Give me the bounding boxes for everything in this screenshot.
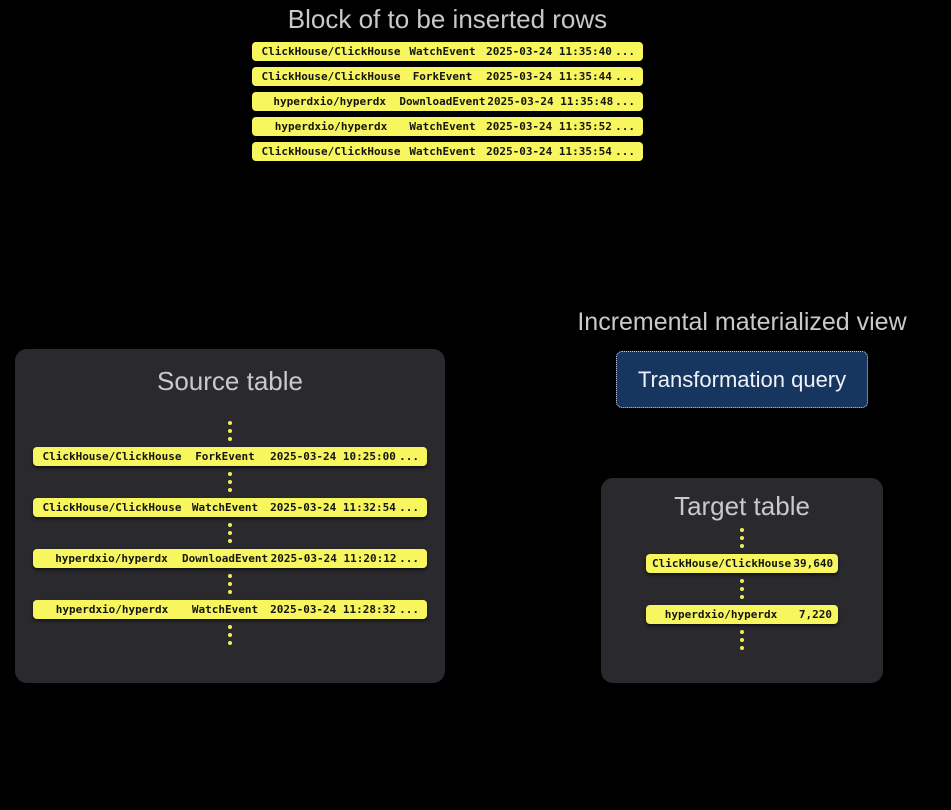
- ellipsis-cell: ...: [399, 603, 419, 616]
- ellipsis-cell: ...: [615, 120, 635, 133]
- source-table-title: Source table: [157, 366, 303, 396]
- count-cell: 39,640: [793, 557, 834, 570]
- event-row: ClickHouse/ClickHouse WatchEvent 2025-03…: [252, 142, 643, 161]
- timestamp-cell: 2025-03-24 11:35:40: [486, 45, 612, 58]
- repo-cell: ClickHouse/ClickHouse: [261, 45, 401, 58]
- ellipsis-dots: [228, 625, 232, 645]
- event-row: ClickHouse/ClickHouse WatchEvent 2025-03…: [33, 498, 427, 517]
- ellipsis-cell: ...: [615, 70, 635, 83]
- event-row: hyperdxio/hyperdx DownloadEvent 2025-03-…: [252, 92, 643, 111]
- target-table-panel: Target table ClickHouse/ClickHouse 39,64…: [601, 478, 883, 683]
- timestamp-cell: 2025-03-24 11:35:44: [486, 70, 612, 83]
- ellipsis-dots: [740, 528, 744, 548]
- repo-cell: hyperdxio/hyperdx: [664, 608, 778, 621]
- aggregate-row: ClickHouse/ClickHouse 39,640: [646, 554, 838, 573]
- source-table-panel: Source table ClickHouse/ClickHouse ForkE…: [15, 349, 445, 683]
- event-row: hyperdxio/hyperdx WatchEvent 2025-03-24 …: [33, 600, 427, 619]
- repo-cell: hyperdxio/hyperdx: [55, 552, 168, 565]
- ellipsis-dots: [228, 472, 232, 492]
- event-cell: WatchEvent: [409, 45, 476, 58]
- repo-cell: ClickHouse/ClickHouse: [261, 145, 401, 158]
- repo-cell: ClickHouse/ClickHouse: [261, 70, 401, 83]
- timestamp-cell: 2025-03-24 11:20:12: [270, 552, 397, 565]
- inserted-rows-title: Block of to be inserted rows: [287, 4, 608, 34]
- timestamp-cell: 2025-03-24 11:28:32: [270, 603, 396, 616]
- ellipsis-cell: ...: [399, 450, 419, 463]
- repo-cell: hyperdxio/hyperdx: [273, 95, 386, 108]
- ellipsis-cell: ...: [399, 501, 419, 514]
- materialized-view-label: Incremental materialized view: [577, 308, 907, 336]
- timestamp-cell: 2025-03-24 11:35:54: [486, 145, 612, 158]
- ellipsis-cell: ...: [615, 145, 635, 158]
- ellipsis-dots: [228, 523, 232, 543]
- repo-cell: ClickHouse/ClickHouse: [42, 450, 182, 463]
- timestamp-cell: 2025-03-24 11:35:52: [486, 120, 612, 133]
- event-cell: ForkEvent: [412, 70, 473, 83]
- ellipsis-dots: [228, 574, 232, 594]
- event-row: ClickHouse/ClickHouse ForkEvent 2025-03-…: [252, 67, 643, 86]
- ellipsis-cell: ...: [615, 45, 635, 58]
- event-cell: WatchEvent: [191, 603, 259, 616]
- transformation-query-box: Transformation query: [616, 351, 868, 408]
- event-cell: WatchEvent: [409, 145, 476, 158]
- repo-cell: hyperdxio/hyperdx: [55, 603, 169, 616]
- count-cell: 7,220: [798, 608, 832, 621]
- target-table-title: Target table: [674, 491, 810, 521]
- ellipsis-cell: ...: [615, 95, 635, 108]
- ellipsis-cell: ...: [399, 552, 419, 565]
- event-row: ClickHouse/ClickHouse WatchEvent 2025-03…: [252, 42, 643, 61]
- event-row: ClickHouse/ClickHouse ForkEvent 2025-03-…: [33, 447, 427, 466]
- timestamp-cell: 2025-03-24 11:35:48: [487, 95, 614, 108]
- repo-cell: ClickHouse/ClickHouse: [42, 501, 182, 514]
- repo-cell: hyperdxio/hyperdx: [274, 120, 388, 133]
- repo-cell: ClickHouse/ClickHouse: [652, 557, 792, 570]
- event-row: hyperdxio/hyperdx WatchEvent 2025-03-24 …: [252, 117, 643, 136]
- event-cell: WatchEvent: [409, 120, 476, 133]
- event-cell: ForkEvent: [195, 450, 255, 463]
- event-cell: DownloadEvent: [399, 95, 486, 108]
- event-cell: WatchEvent: [191, 501, 259, 514]
- ellipsis-dots: [740, 579, 744, 599]
- event-row: hyperdxio/hyperdx DownloadEvent 2025-03-…: [33, 549, 427, 568]
- ellipsis-dots: [740, 630, 744, 650]
- timestamp-cell: 2025-03-24 10:25:00: [270, 450, 396, 463]
- inserted-rows-block: Block of to be inserted rows ClickHouse/…: [252, 2, 643, 167]
- aggregate-row: hyperdxio/hyperdx 7,220: [646, 605, 838, 624]
- ellipsis-dots: [228, 421, 232, 441]
- timestamp-cell: 2025-03-24 11:32:54: [270, 501, 396, 514]
- event-cell: DownloadEvent: [181, 552, 269, 565]
